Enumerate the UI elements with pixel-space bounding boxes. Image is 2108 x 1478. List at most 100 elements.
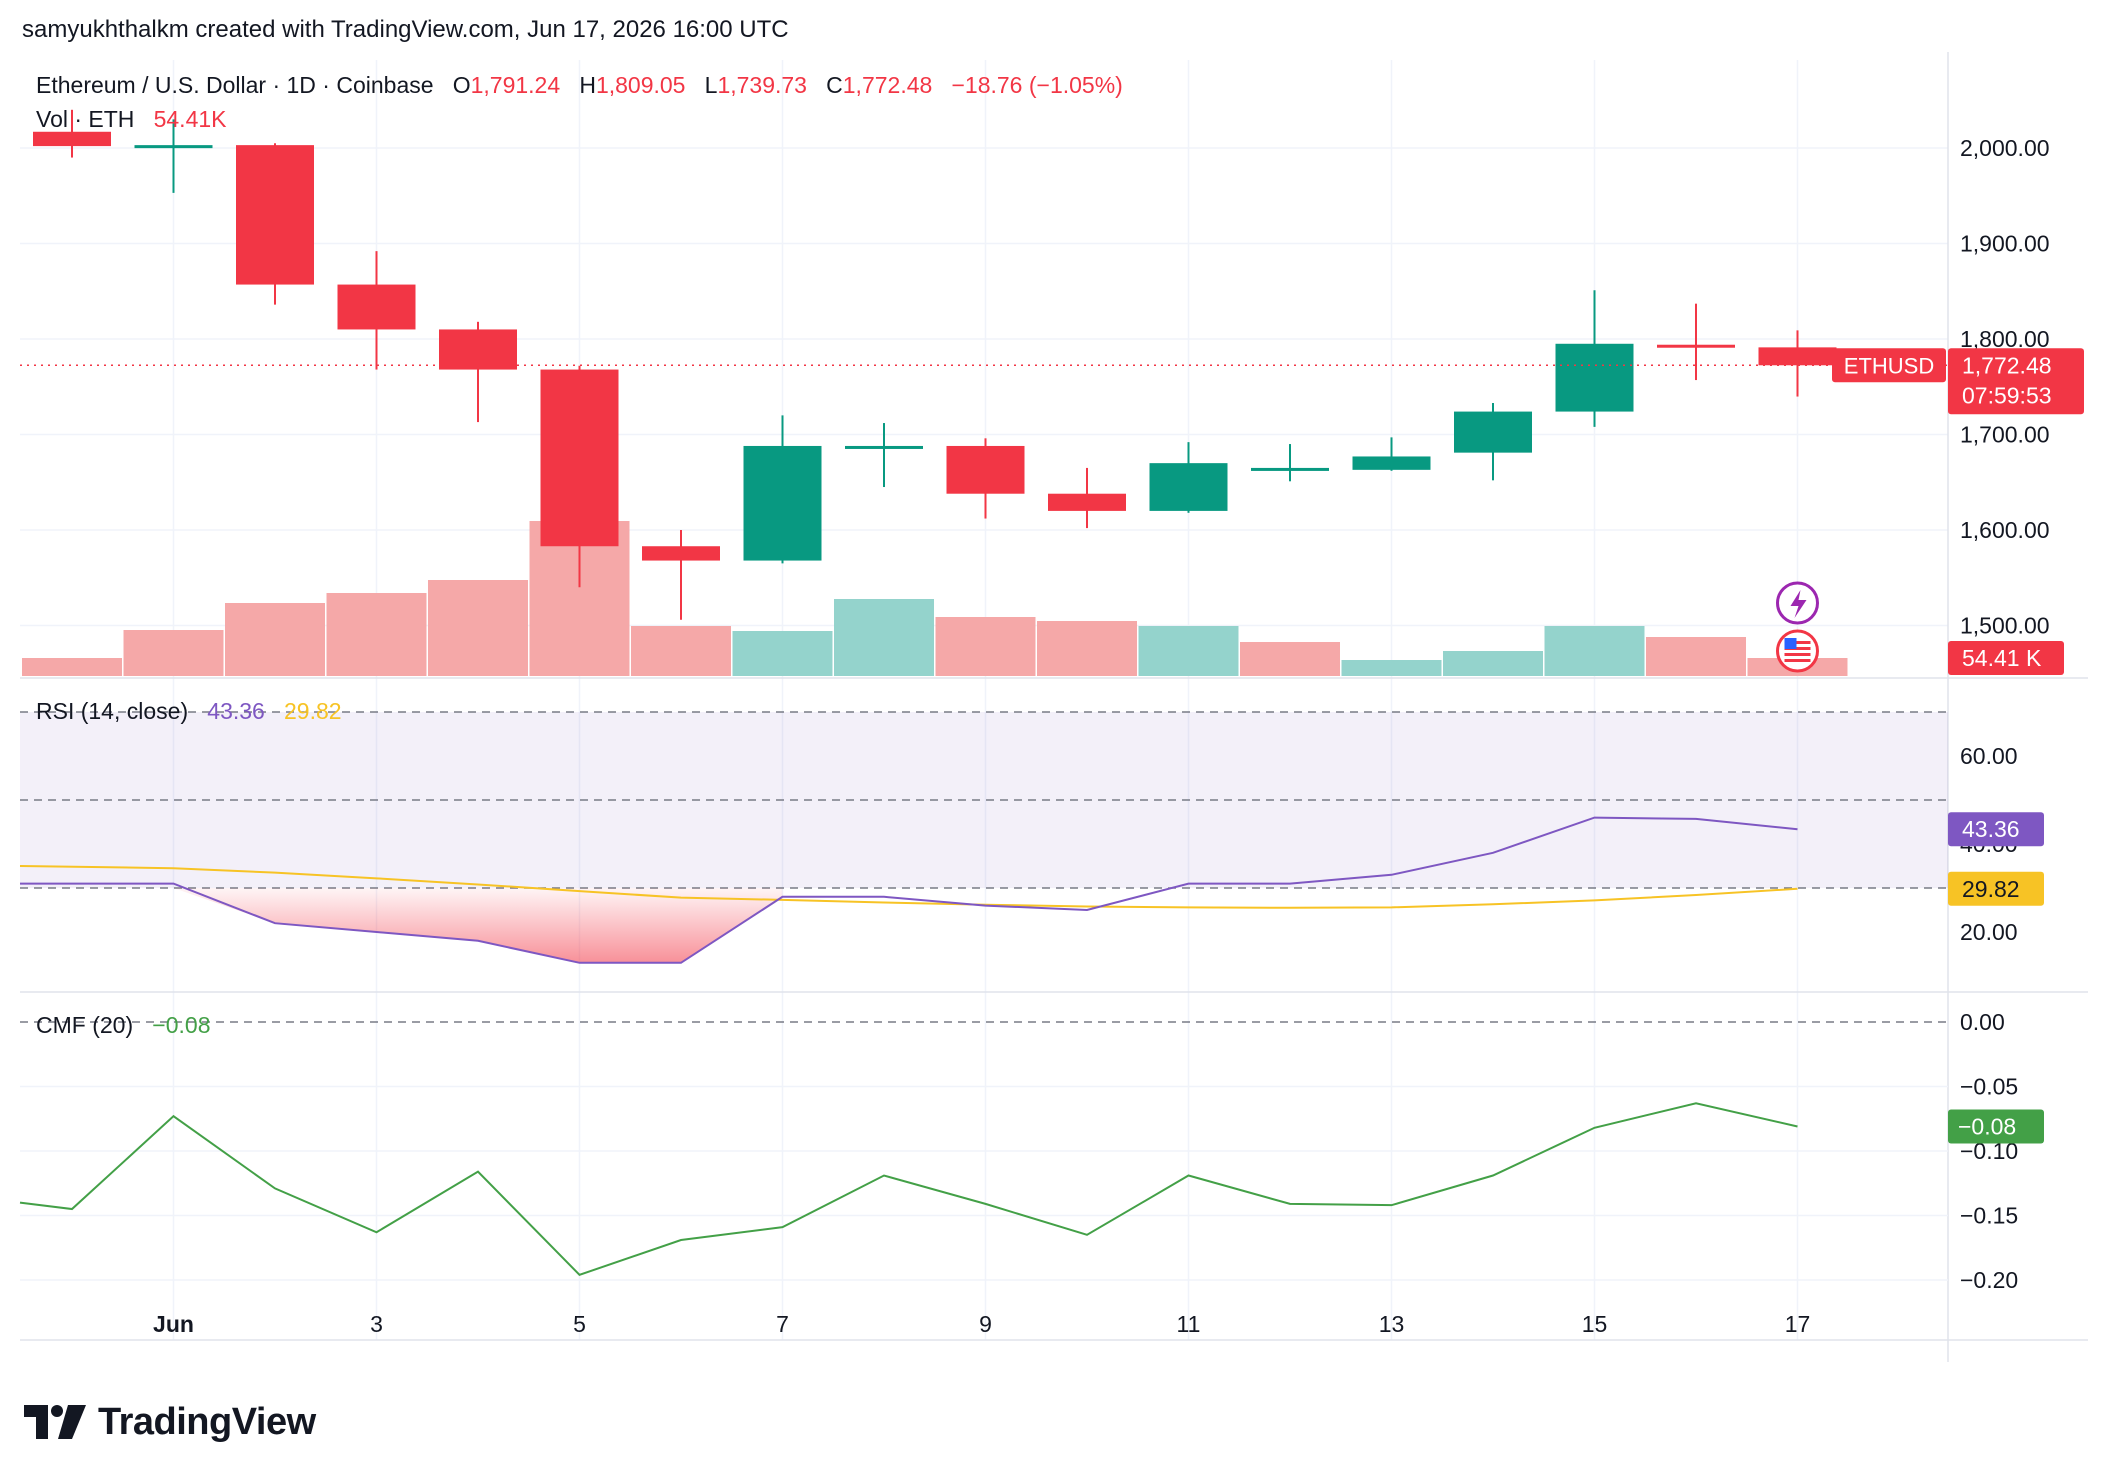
cmf-axis-label: 0.00 xyxy=(1960,1009,2005,1035)
open-label: O xyxy=(452,72,471,98)
event-icon-layer xyxy=(1776,581,1819,673)
price-tag-layer: ETHUSD 1,772.48 07:59:53 54.41 K 43.36 29.82 −… xyxy=(1832,348,2084,1144)
last-price-tag-text: 1,772.48 xyxy=(1962,352,2052,378)
x-axis-label: 9 xyxy=(979,1311,992,1337)
volume-bar xyxy=(834,599,934,676)
candle-body xyxy=(1454,411,1532,453)
x-axis-label: 15 xyxy=(1582,1311,1608,1337)
candle-body xyxy=(439,329,517,370)
tradingview-logo-text: TradingView xyxy=(98,1400,316,1443)
candle-body xyxy=(1657,344,1735,348)
rsi-ma-tag-text: 29.82 xyxy=(1962,876,2020,902)
x-axis-label: 3 xyxy=(370,1311,383,1337)
rsi-band-fill xyxy=(20,712,1948,888)
cmf-label: CMF (20) xyxy=(36,1012,134,1038)
rsi-layer xyxy=(19,816,1798,964)
symbol-tag-text: ETHUSD xyxy=(1844,353,1934,378)
volume-bar xyxy=(326,593,427,676)
flag-stripe xyxy=(1784,653,1811,656)
close-value: 1,772.48 xyxy=(842,72,933,98)
symbol-tag xyxy=(1832,348,1946,383)
volume-bar xyxy=(732,631,833,676)
cmf-axis-label: −0.20 xyxy=(1960,1267,2018,1293)
main-legend[interactable]: Ethereum / U.S. Dollar · 1D · Coinbase O… xyxy=(36,72,1123,99)
candle-body xyxy=(33,131,111,147)
volume-tag-text: 54.41 K xyxy=(1962,645,2042,671)
cmf-line xyxy=(19,1102,1798,1276)
candle-body xyxy=(743,445,822,561)
candle-body xyxy=(642,546,720,561)
countdown-tag-text: 07:59:53 xyxy=(1962,382,2052,408)
symbol-label[interactable]: Ethereum / U.S. Dollar · 1D · Coinbase xyxy=(36,72,434,98)
flag-canton xyxy=(1784,638,1797,649)
volume-layer xyxy=(22,521,1848,676)
volume-bar xyxy=(935,617,1036,676)
x-axis-label: 7 xyxy=(776,1311,789,1337)
candle-body xyxy=(1555,343,1634,412)
rsi-label: RSI (14, close) xyxy=(36,698,189,724)
candle-layer xyxy=(20,109,1948,620)
volume-label: Vol · ETH xyxy=(36,106,135,132)
rsi-band-layer xyxy=(20,711,1948,889)
volume-bar xyxy=(1341,660,1442,676)
cmf-value: −0.08 xyxy=(152,1012,211,1038)
candle-body xyxy=(236,145,314,285)
flag-stripe xyxy=(1784,647,1811,650)
price-axis-label: 1,700.00 xyxy=(1960,422,2050,448)
volume-bar xyxy=(1037,621,1137,676)
price-axis-label: 1,900.00 xyxy=(1960,231,2050,257)
cmf-tag xyxy=(1948,1109,2044,1144)
volume-legend[interactable]: Vol · ETH 54.41K xyxy=(36,106,227,133)
change-value: −18.76 (−1.05%) xyxy=(951,72,1123,98)
volume-bar xyxy=(1544,626,1645,676)
rsi-ma-line xyxy=(19,865,1798,909)
tradingview-logo[interactable]: TradingView xyxy=(24,1400,316,1444)
price-axis-label: 1,800.00 xyxy=(1960,326,2050,352)
flag-stripe xyxy=(1784,659,1811,662)
x-axis-label: 17 xyxy=(1785,1311,1811,1337)
header-caption: samyukhthalkm created with TradingView.c… xyxy=(22,16,789,43)
candle-body xyxy=(1758,347,1837,366)
volume-bar xyxy=(1138,626,1239,676)
volume-bar xyxy=(1443,651,1543,676)
rsi-tag xyxy=(1948,812,2044,847)
lightning-bolt-shape xyxy=(1790,590,1807,618)
volume-bar xyxy=(631,626,731,676)
x-axis-label: 11 xyxy=(1177,1311,1201,1337)
tradingview-logo-icon xyxy=(24,1405,86,1439)
rsi-legend[interactable]: RSI (14, close) 43.36 29.82 xyxy=(36,698,342,725)
volume-bar xyxy=(123,630,224,676)
candle-body xyxy=(134,145,213,149)
candle-body xyxy=(946,445,1025,494)
volume-bar xyxy=(428,580,528,676)
us-flag-icon xyxy=(1776,629,1819,673)
volume-bar xyxy=(1240,642,1340,676)
volume-bar xyxy=(22,658,122,676)
rsi-ma-value: 29.82 xyxy=(284,698,342,724)
close-label: C xyxy=(826,72,843,98)
cmf-axis-label: −0.15 xyxy=(1960,1203,2018,1229)
candle-body xyxy=(1149,463,1228,511)
price-axis-label: 1,600.00 xyxy=(1960,517,2050,543)
candle-body xyxy=(1048,493,1126,511)
high-value: 1,809.05 xyxy=(595,72,686,98)
price-axis-label: 1,500.00 xyxy=(1960,613,2050,639)
volume-bar xyxy=(225,603,325,676)
candle-body xyxy=(1251,467,1329,471)
high-label: H xyxy=(579,72,596,98)
low-label: L xyxy=(704,72,718,98)
candle-body xyxy=(540,369,619,547)
cmf-legend[interactable]: CMF (20) −0.08 xyxy=(36,1012,211,1039)
rsi-ma-tag xyxy=(1948,871,2044,906)
x-axis-label: 13 xyxy=(1379,1311,1405,1337)
x-axis-label: Jun xyxy=(153,1311,194,1337)
axis-layer: 1,500.00 1,600.00 1,700.00 1,800.00 1,900.00… xyxy=(153,135,2049,1337)
cmf-layer xyxy=(19,1102,1798,1276)
rsi-axis-label: 60.00 xyxy=(1960,743,2018,769)
candle-body xyxy=(845,445,923,449)
volume-bar xyxy=(1646,637,1746,676)
volume-value: 54.41K xyxy=(153,106,227,132)
cmf-axis-label: −0.05 xyxy=(1960,1074,2018,1100)
